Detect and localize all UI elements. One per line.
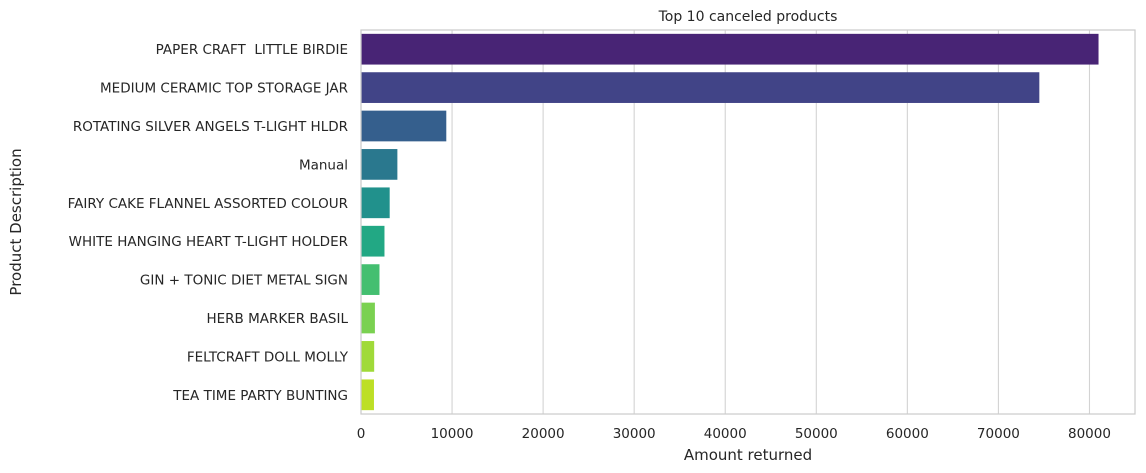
category-label: MEDIUM CERAMIC TOP STORAGE JAR bbox=[100, 81, 348, 97]
y-tick-labels: PAPER CRAFT LITTLE BIRDIE MEDIUM CERAMIC … bbox=[68, 42, 349, 404]
category-label: PAPER CRAFT LITTLE BIRDIE bbox=[156, 42, 348, 58]
bar bbox=[361, 302, 375, 334]
bar bbox=[361, 187, 390, 219]
bar bbox=[361, 149, 398, 180]
x-tick-label: 50000 bbox=[795, 426, 838, 442]
category-label: FAIRY CAKE FLANNEL ASSORTED COLOUR bbox=[68, 196, 348, 212]
bar bbox=[361, 110, 447, 142]
x-tick-label: 40000 bbox=[704, 426, 747, 442]
bar bbox=[361, 33, 1099, 65]
bar bbox=[361, 264, 380, 295]
category-label: ROTATING SILVER ANGELS T-LIGHT HLDR bbox=[73, 119, 348, 135]
bar-layer bbox=[361, 33, 1099, 411]
x-axis-label: Amount returned bbox=[684, 446, 812, 464]
plot-frame bbox=[360, 29, 1136, 415]
category-label: Manual bbox=[299, 157, 348, 173]
category-label: GIN + TONIC DIET METAL SIGN bbox=[140, 273, 348, 289]
bar bbox=[361, 379, 374, 411]
x-tick-label: 60000 bbox=[886, 426, 929, 442]
x-tick-label: 10000 bbox=[431, 426, 474, 442]
category-label: TEA TIME PARTY BUNTING bbox=[172, 388, 348, 404]
category-label: HERB MARKER BASIL bbox=[207, 311, 349, 327]
x-tick-label: 0 bbox=[357, 426, 366, 442]
chart-title: Top 10 canceled products bbox=[658, 9, 838, 25]
y-axis-label: Product Description bbox=[7, 148, 25, 295]
bar bbox=[361, 225, 385, 257]
category-label: WHITE HANGING HEART T-LIGHT HOLDER bbox=[69, 234, 348, 250]
x-tick-labels: 0 10000 20000 30000 40000 50000 60000 70000 8000… bbox=[357, 426, 1111, 442]
bar bbox=[361, 341, 375, 372]
x-tick-label: 70000 bbox=[977, 426, 1020, 442]
category-label: FELTCRAFT DOLL MOLLY bbox=[187, 349, 349, 365]
x-tick-label: 30000 bbox=[613, 426, 656, 442]
x-tick-label: 20000 bbox=[522, 426, 565, 442]
x-tick-label: 80000 bbox=[1068, 426, 1111, 442]
bar bbox=[361, 72, 1040, 103]
